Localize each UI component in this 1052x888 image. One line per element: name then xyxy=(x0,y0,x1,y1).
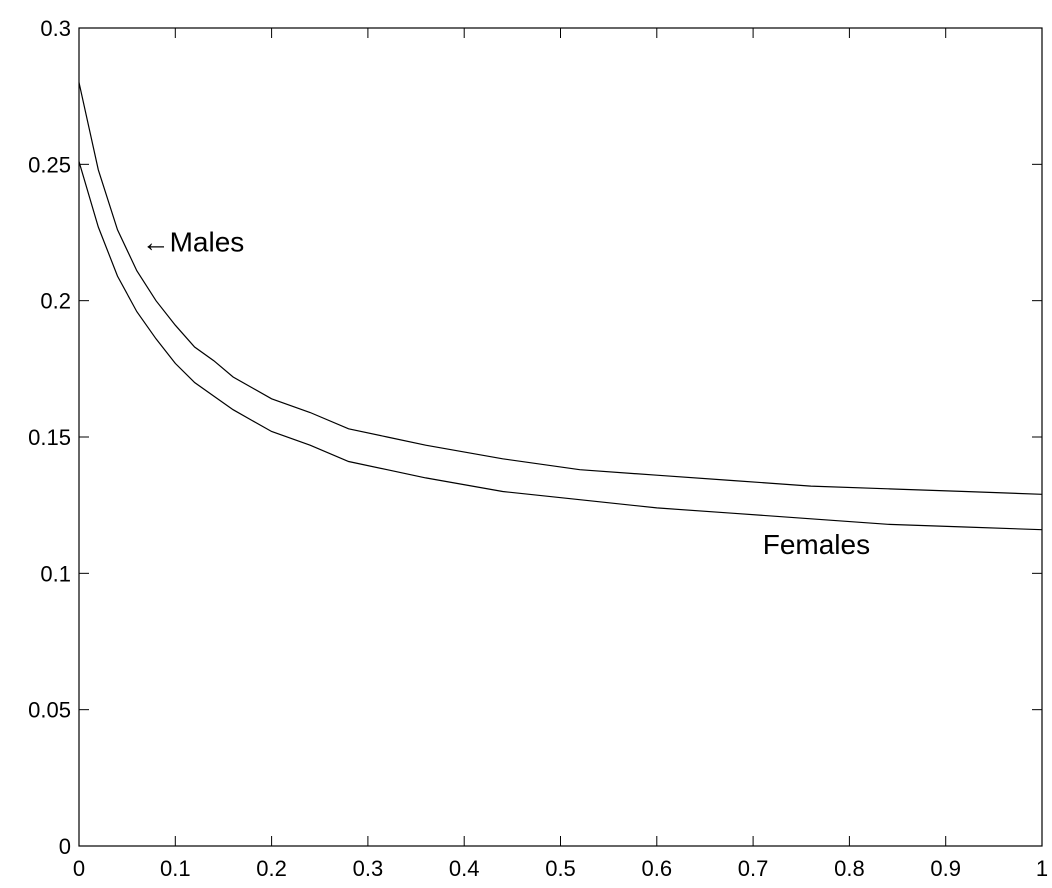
y-tick-label: 0.25 xyxy=(28,152,71,177)
annotation-label: ←Males xyxy=(142,227,245,258)
x-tick-label: 0 xyxy=(73,856,85,881)
y-tick-label: 0 xyxy=(59,834,71,859)
axis-ticks xyxy=(78,27,1043,847)
x-tick-label: 0.4 xyxy=(449,856,480,881)
annotations: ←Males Females xyxy=(142,227,871,561)
x-tick-label: 0.2 xyxy=(256,856,287,881)
x-tick-label: 0.1 xyxy=(160,856,191,881)
series-line-females xyxy=(78,161,1043,531)
y-tick-label: 0.2 xyxy=(40,289,71,314)
x-tick-label: 0.8 xyxy=(834,856,865,881)
y-tick-label: 0.15 xyxy=(28,425,71,450)
x-tick-label: 0.9 xyxy=(930,856,961,881)
y-tick-label: 0.1 xyxy=(40,561,71,586)
x-tick-label: 1 xyxy=(1036,856,1048,881)
annotation-label: Females xyxy=(763,529,870,560)
plot-area xyxy=(78,27,1043,847)
x-tick-label: 0.3 xyxy=(353,856,384,881)
series-line-males xyxy=(78,82,1043,495)
y-tick-label: 0.3 xyxy=(40,16,71,41)
series-group xyxy=(78,82,1043,531)
x-tick-label: 0.7 xyxy=(738,856,769,881)
y-tick-label: 0.05 xyxy=(28,698,71,723)
x-tick-label: 0.5 xyxy=(545,856,576,881)
x-tick-label: 0.6 xyxy=(642,856,673,881)
tick-labels: 0 0.1 0.2 0.3 0.4 0.5 0.6 0.7 0.8 0.9 1 0 0.05 0.1 0.1… xyxy=(28,16,1048,881)
